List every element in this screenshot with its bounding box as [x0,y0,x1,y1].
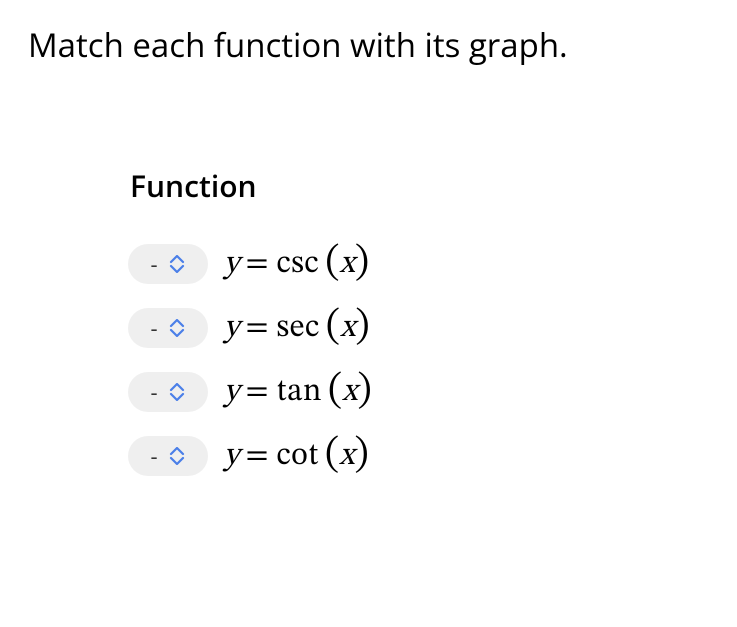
equals-sign: = [245,372,268,412]
x-variable: x [340,308,355,348]
instruction-text: Match each function with its graph. [0,0,737,67]
function-expression: y = sec ( x ) [224,308,370,348]
chevron-up-down-icon [168,380,186,404]
function-heading: Function [128,165,737,244]
equals-sign: = [245,244,268,284]
function-expression: y = csc ( x ) [224,244,369,284]
function-expression: y = cot ( x ) [224,436,369,476]
selector-value: - [150,317,157,339]
close-paren: ) [355,243,369,283]
function-item: - y = tan ( x ) [128,372,737,412]
open-paren: ( [325,243,339,283]
x-variable: x [342,372,357,412]
match-selector[interactable]: - [128,244,208,284]
selector-value: - [150,381,157,403]
x-variable: x [339,244,354,284]
function-item: - y = csc ( x ) [128,244,737,284]
chevron-up-down-icon [168,316,186,340]
function-list: Function - y = csc ( x ) - y = [0,67,737,476]
open-paren: ( [328,371,342,411]
selector-value: - [150,253,157,275]
function-item: - y = sec ( x ) [128,308,737,348]
function-name: sec [277,308,320,348]
y-variable: y [224,308,239,348]
selector-value: - [150,445,157,467]
y-variable: y [224,244,239,284]
close-paren: ) [354,435,368,475]
y-variable: y [224,372,239,412]
match-selector[interactable]: - [128,308,208,348]
match-selector[interactable]: - [128,436,208,476]
function-name: cot [277,436,319,476]
chevron-up-down-icon [168,252,186,276]
close-paren: ) [355,307,369,347]
function-name: tan [277,372,322,412]
chevron-up-down-icon [168,444,186,468]
open-paren: ( [325,435,339,475]
match-selector[interactable]: - [128,372,208,412]
open-paren: ( [326,307,340,347]
y-variable: y [224,436,239,476]
function-name: csc [277,244,320,284]
function-expression: y = tan ( x ) [224,372,372,412]
close-paren: ) [358,371,372,411]
equals-sign: = [245,436,268,476]
function-item: - y = cot ( x ) [128,436,737,476]
equals-sign: = [245,308,268,348]
x-variable: x [339,436,354,476]
